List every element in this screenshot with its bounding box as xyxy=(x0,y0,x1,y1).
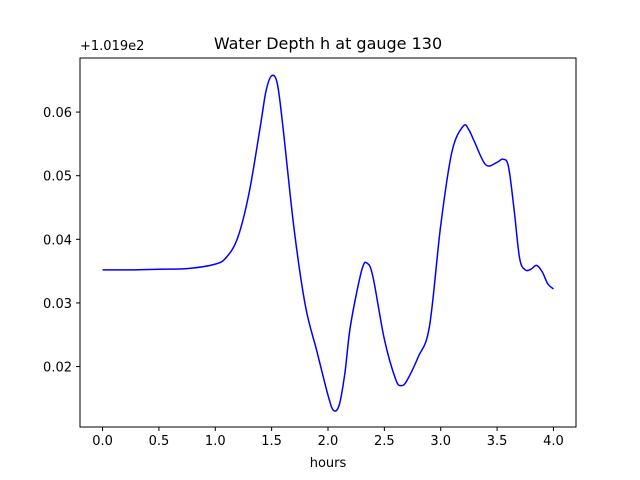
y-tick-label-0: 0.02 xyxy=(43,361,72,376)
x-tick-label-5: 2.5 xyxy=(374,434,395,449)
x-tick-label-1: 0.5 xyxy=(149,434,170,449)
x-tick-label-0: 0.0 xyxy=(92,434,113,449)
x-tick-label-6: 3.0 xyxy=(430,434,451,449)
x-axis-label: hours xyxy=(310,456,347,471)
series-line-0 xyxy=(102,74,554,412)
x-tick-label-4: 2.0 xyxy=(318,434,339,449)
x-tick-label-8: 4.0 xyxy=(543,434,564,449)
y-tick-label-1: 0.03 xyxy=(43,297,72,312)
y-tick-label-2: 0.04 xyxy=(43,233,72,248)
plot-area: 0.0 0.5 1.0 1.5 2.0 2.5 3.0 3.5 4.0 0.02 0.03 0.04 0… xyxy=(43,57,577,449)
x-tick-label-7: 3.5 xyxy=(487,434,508,449)
x-tick-label-3: 1.5 xyxy=(261,434,282,449)
chart-title: Water Depth h at gauge 130 xyxy=(214,34,442,53)
y-offset-label: +1.019e2 xyxy=(80,39,144,54)
y-tick-label-3: 0.05 xyxy=(43,170,72,185)
x-tick-label-2: 1.0 xyxy=(205,434,226,449)
y-tick-label-4: 0.06 xyxy=(43,106,72,121)
